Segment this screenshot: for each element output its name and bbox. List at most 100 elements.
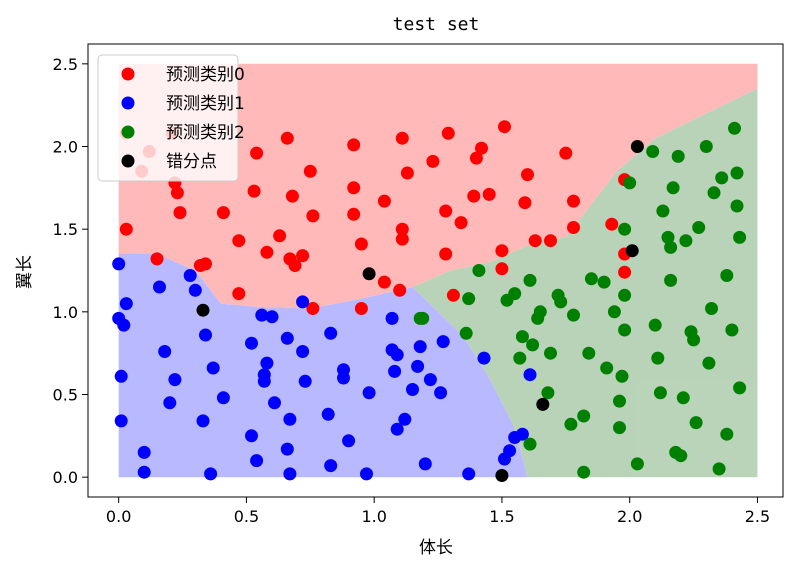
- point-series1-17: [206, 361, 220, 375]
- point-series0-45: [469, 151, 483, 165]
- point-series1-61: [515, 427, 529, 441]
- region-class1: [118, 254, 528, 478]
- point-series2-2: [459, 326, 473, 340]
- point-series1-33: [296, 295, 310, 309]
- plot-frame: [87, 43, 784, 498]
- legend-marker-3: [121, 154, 135, 168]
- point-series2-42: [664, 273, 678, 287]
- point-series2-55: [705, 302, 718, 315]
- point-series2-61: [725, 323, 739, 337]
- point-series0-36: [395, 232, 409, 246]
- point-series0-25: [306, 302, 320, 315]
- point-series3-1: [362, 267, 376, 281]
- x-tick-label: 1.0: [361, 507, 386, 526]
- point-series0-43: [454, 216, 468, 230]
- point-series0-33: [393, 283, 407, 297]
- legend-label-0: 预测类别0: [166, 65, 245, 85]
- point-series3-3: [536, 397, 550, 411]
- point-series0-30: [354, 302, 368, 315]
- point-series2-13: [533, 305, 547, 319]
- point-series0-15: [250, 146, 264, 160]
- point-series2-43: [666, 181, 680, 195]
- point-series1-21: [250, 454, 264, 468]
- point-series2-62: [728, 121, 741, 135]
- point-series1-49: [406, 383, 419, 396]
- point-series1-22: [255, 308, 269, 322]
- point-series1-37: [324, 326, 338, 340]
- point-series0-39: [441, 126, 455, 140]
- x-tick-label: 0.5: [234, 507, 259, 526]
- chart-title: test set: [393, 14, 480, 35]
- point-series2-50: [687, 333, 701, 347]
- point-series1-47: [390, 422, 404, 436]
- scatter-points: [112, 120, 747, 482]
- point-series2-32: [618, 222, 632, 236]
- point-series1-27: [268, 396, 281, 410]
- point-series2-57: [712, 462, 726, 476]
- point-series1-54: [434, 386, 448, 400]
- point-series0-35: [395, 222, 409, 236]
- point-series0-34: [395, 131, 409, 145]
- point-series2-27: [613, 394, 626, 408]
- legend-marker-1: [121, 96, 135, 110]
- x-axis: 0.0 0.5 1.0 1.5 2.0 2.5: [106, 497, 770, 526]
- point-series0-58: [605, 217, 619, 231]
- legend: 预测类别0 预测类别1 预测类别2 错分点: [97, 54, 245, 182]
- point-series1-3: [114, 369, 128, 383]
- x-tick-label: 1.5: [489, 507, 514, 526]
- point-series2-4: [472, 264, 486, 277]
- point-series1-8: [153, 280, 166, 294]
- point-series1-13: [188, 283, 202, 297]
- point-series2-25: [600, 361, 614, 375]
- point-series2-23: [584, 272, 598, 286]
- point-series1-11: [168, 373, 182, 387]
- point-series0-38: [426, 154, 440, 168]
- point-series1-26: [265, 310, 279, 324]
- point-series1-43: [385, 311, 399, 325]
- point-series0-14: [247, 184, 261, 198]
- point-series0-41: [439, 247, 453, 261]
- point-series3-0: [196, 303, 210, 317]
- point-series1-53: [423, 373, 437, 387]
- point-series2-56: [707, 186, 721, 200]
- x-tick-label: 2.5: [745, 507, 770, 526]
- point-series0-29: [354, 237, 368, 251]
- point-series2-52: [692, 221, 706, 234]
- point-series1-6: [137, 445, 151, 459]
- point-series1-31: [283, 467, 297, 481]
- point-series1-50: [411, 359, 425, 373]
- region-class0: [118, 63, 758, 309]
- point-series2-36: [648, 318, 662, 332]
- legend-marker-2: [121, 125, 135, 139]
- point-series1-39: [337, 363, 350, 377]
- point-series0-61: [618, 265, 632, 279]
- x-axis-label: 体长: [419, 538, 453, 558]
- point-series2-38: [653, 386, 667, 400]
- point-series0-52: [518, 196, 532, 210]
- point-series0-26: [347, 138, 361, 152]
- point-series0-50: [498, 120, 511, 134]
- point-series1-16: [204, 467, 218, 481]
- point-series0-40: [439, 204, 453, 218]
- point-series0-16: [260, 245, 274, 259]
- point-series0-51: [521, 168, 534, 182]
- legend-marker-0: [121, 67, 135, 81]
- point-series3-4: [625, 244, 639, 258]
- point-series2-41: [664, 240, 678, 254]
- point-series1-51: [413, 340, 427, 354]
- point-series2-11: [526, 338, 540, 352]
- point-series2-28: [613, 421, 626, 435]
- point-series2-48: [679, 234, 693, 248]
- point-series2-29: [615, 369, 629, 383]
- legend-box: [97, 54, 239, 182]
- point-series2-8: [515, 330, 529, 344]
- point-series1-28: [280, 442, 294, 456]
- legend-label-2: 预测类别2: [166, 123, 245, 143]
- point-series2-37: [651, 351, 665, 365]
- point-series0-4: [150, 252, 164, 266]
- point-series1-41: [360, 467, 373, 481]
- point-series0-10: [199, 257, 212, 271]
- point-series1-20: [245, 336, 258, 350]
- point-series0-37: [400, 166, 414, 180]
